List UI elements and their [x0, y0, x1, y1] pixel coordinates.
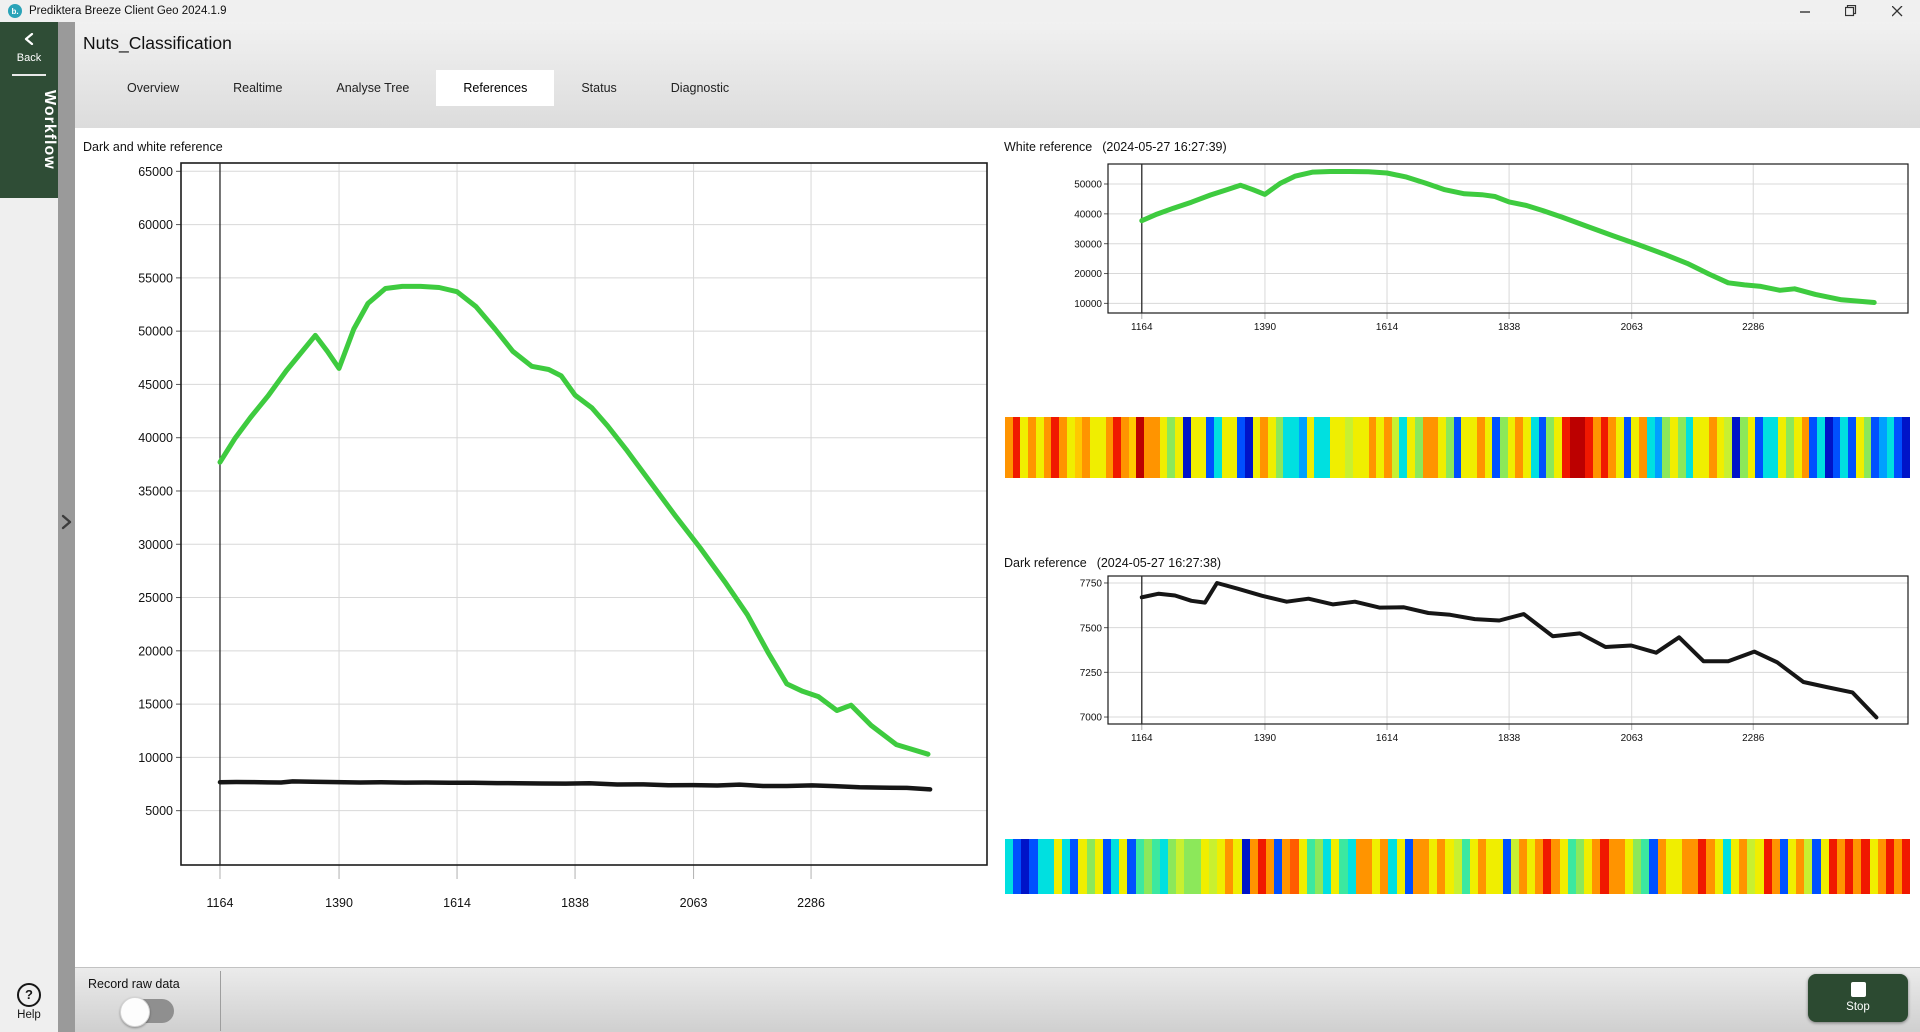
toggle-knob [120, 997, 150, 1027]
sidebar-divider [12, 74, 46, 76]
svg-text:1614: 1614 [443, 896, 471, 910]
back-chevron-icon [23, 33, 35, 45]
dark-reference-chart: 7000 7250 7500 7750 1164 1390 1614 1838 2063 2286 [1005, 568, 1915, 750]
svg-text:1838: 1838 [1498, 322, 1521, 333]
svg-text:20000: 20000 [1074, 269, 1102, 280]
svg-text:7500: 7500 [1080, 623, 1103, 634]
window-title: Prediktera Breeze Client Geo 2024.1.9 [29, 5, 227, 17]
svg-text:1614: 1614 [1376, 733, 1399, 744]
record-raw-data-toggle[interactable] [122, 999, 174, 1023]
tab-references[interactable]: References [436, 70, 554, 106]
svg-text:1164: 1164 [1131, 322, 1153, 333]
restore-button[interactable] [1828, 0, 1874, 22]
help-label: Help [7, 1009, 51, 1021]
svg-text:1390: 1390 [1254, 322, 1277, 333]
svg-text:55000: 55000 [138, 271, 173, 285]
svg-text:40000: 40000 [1074, 209, 1102, 220]
workflow-label: Workflow [0, 84, 58, 176]
bottom-bar-divider [220, 971, 221, 1031]
svg-text:1614: 1614 [1376, 322, 1399, 333]
svg-text:50000: 50000 [1074, 180, 1102, 191]
bottom-bar: Record raw data Stop [75, 967, 1920, 1032]
app-window: b. Prediktera Breeze Client Geo 2024.1.9 [0, 0, 1920, 1032]
stop-icon [1851, 982, 1866, 997]
svg-text:1164: 1164 [1131, 733, 1153, 744]
minimize-button[interactable] [1782, 0, 1828, 22]
tab-realtime[interactable]: Realtime [206, 70, 309, 106]
svg-text:65000: 65000 [138, 165, 173, 179]
svg-text:20000: 20000 [138, 644, 173, 658]
svg-text:45000: 45000 [138, 378, 173, 392]
restore-icon [1845, 5, 1857, 17]
svg-text:30000: 30000 [138, 538, 173, 552]
svg-text:2063: 2063 [1621, 322, 1644, 333]
stop-label: Stop [1808, 1001, 1908, 1013]
tab-overview[interactable]: Overview [100, 70, 206, 106]
svg-text:1390: 1390 [325, 896, 353, 910]
back-label: Back [0, 52, 58, 64]
svg-text:7000: 7000 [1080, 713, 1103, 724]
dark-reference-spectral-strip [1005, 839, 1910, 894]
workflow-sidebar: Back Workflow [0, 22, 58, 198]
svg-text:10000: 10000 [138, 751, 173, 765]
svg-text:2286: 2286 [1742, 322, 1765, 333]
help-button[interactable]: ? Help [7, 983, 51, 1021]
svg-text:2286: 2286 [1742, 733, 1765, 744]
svg-text:2063: 2063 [680, 896, 708, 910]
back-button[interactable]: Back [0, 22, 58, 64]
close-icon [1892, 6, 1903, 17]
svg-text:2063: 2063 [1621, 733, 1644, 744]
svg-text:5000: 5000 [145, 804, 173, 818]
minimize-icon [1800, 6, 1811, 17]
close-button[interactable] [1874, 0, 1920, 22]
sidebar-lower [0, 198, 58, 1032]
app-logo-icon: b. [8, 4, 22, 18]
tab-diagnostic[interactable]: Diagnostic [644, 70, 756, 106]
tab-analyse-tree[interactable]: Analyse Tree [309, 70, 436, 106]
stop-button[interactable]: Stop [1808, 974, 1908, 1022]
svg-text:40000: 40000 [138, 431, 173, 445]
svg-text:35000: 35000 [138, 484, 173, 498]
page-title: Nuts_Classification [83, 33, 232, 54]
tab-bar: Overview Realtime Analyse Tree Reference… [100, 70, 756, 106]
svg-text:1164: 1164 [207, 896, 234, 910]
svg-text:60000: 60000 [138, 218, 173, 232]
help-icon: ? [17, 983, 41, 1007]
svg-text:50000: 50000 [138, 325, 173, 339]
expand-chevron-icon [60, 514, 73, 530]
panel-splitter[interactable] [58, 22, 75, 1032]
svg-text:7250: 7250 [1080, 668, 1103, 679]
svg-text:7750: 7750 [1080, 579, 1103, 590]
svg-text:2286: 2286 [797, 896, 825, 910]
titlebar: b. Prediktera Breeze Client Geo 2024.1.9 [0, 0, 1920, 22]
white-reference-chart: 10000 20000 30000 40000 50000 1164 1390 1614 183… [1005, 152, 1915, 334]
svg-text:15000: 15000 [138, 698, 173, 712]
svg-text:30000: 30000 [1074, 239, 1102, 250]
svg-text:10000: 10000 [1074, 299, 1102, 310]
svg-text:1390: 1390 [1254, 733, 1277, 744]
svg-text:1838: 1838 [1498, 733, 1521, 744]
tab-status[interactable]: Status [554, 70, 643, 106]
white-reference-spectral-strip [1005, 417, 1910, 478]
dark-and-white-reference-chart: 5000 10000 15000 20000 25000 30000 35000 40000 4… [110, 135, 1000, 920]
svg-text:25000: 25000 [138, 591, 173, 605]
record-raw-data-label: Record raw data [88, 977, 180, 991]
svg-text:1838: 1838 [561, 896, 589, 910]
